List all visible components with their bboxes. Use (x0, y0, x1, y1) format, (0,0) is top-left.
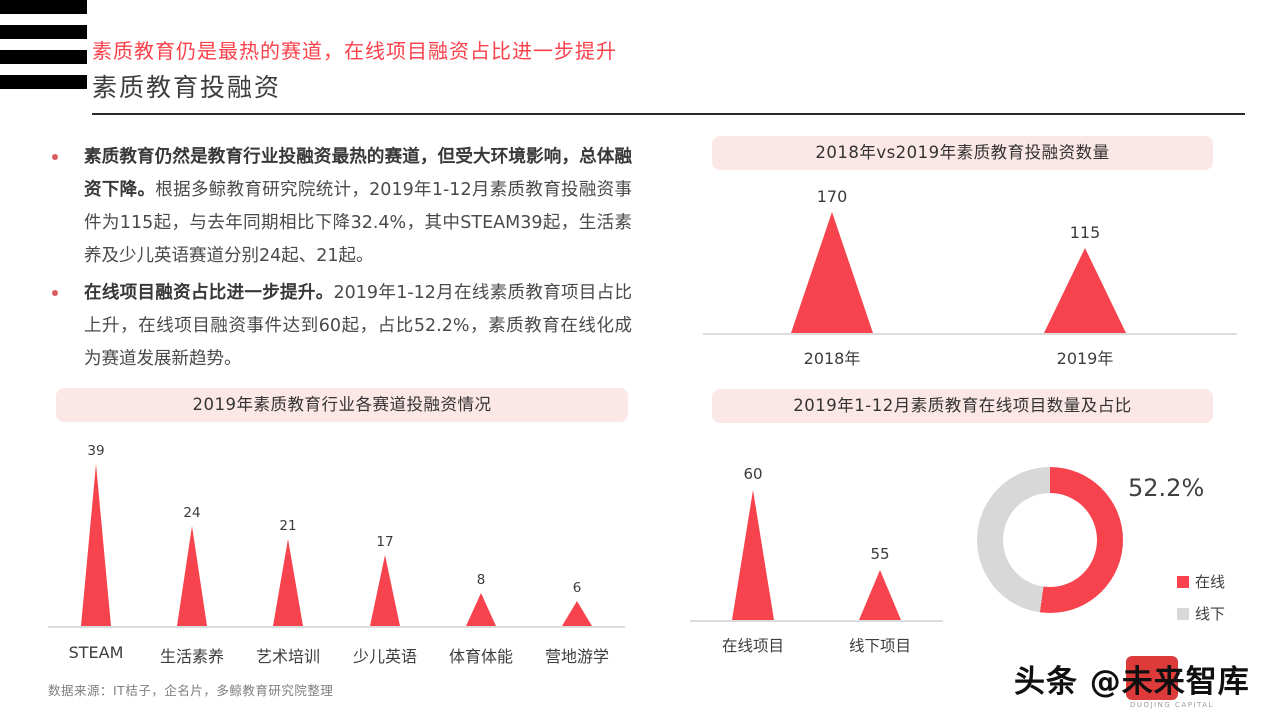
category-label: 生活素养 (159, 647, 225, 666)
legend-label: 线下 (1195, 605, 1226, 623)
triangle-bar (177, 526, 207, 626)
triangle-bar (732, 490, 774, 620)
online-share-donut-chart (977, 467, 1123, 613)
legend-item-offline: 线下 (1177, 603, 1225, 624)
title-divider (92, 113, 1245, 115)
value-label: 60 (743, 465, 763, 483)
watermark-text: 头条 @未来智库 (1014, 664, 1250, 700)
category-label: 少儿英语 (352, 647, 418, 666)
donut-annotation: 52.2% (1128, 474, 1205, 502)
value-label: 21 (279, 518, 297, 534)
category-label: 线下项目 (848, 637, 912, 655)
axis-baseline (690, 620, 943, 622)
logo-caption: DUOJING CAPITAL (1130, 701, 1214, 709)
legend-label: 在线 (1195, 573, 1226, 591)
chart-title-yoy: 2018年vs2019年素质教育投融资数量 (712, 136, 1213, 170)
bullet-item: 在线项目融资占比进一步提升。2019年1-12月在线素质教育项目占比上升，在线项… (48, 277, 632, 376)
yoy-triangle-chart: 170 2018年 115 2019年 (700, 170, 1240, 385)
triangle-bar (81, 464, 111, 626)
legend-item-online: 在线 (1177, 571, 1225, 592)
value-label: 39 (87, 443, 105, 459)
duojing-capital-logo (1126, 656, 1178, 700)
bullet-lead: 素质教育仍然是教育行业投融资最热的赛道，但受大环境影响，总体融资下降。 (84, 147, 632, 200)
tracks-triangle-chart: 39 STEAM 24 生活素养 21 艺术培训 17 少儿英语 8 体育体能 6 营地游学 (48, 430, 628, 670)
category-label: 在线项目 (721, 637, 785, 655)
triangle-bar (370, 555, 400, 626)
legend-swatch-offline (1177, 607, 1189, 620)
chart-title-online: 2019年1-12月素质教育在线项目数量及占比 (712, 389, 1213, 423)
category-label: 艺术培训 (255, 647, 321, 666)
slide-kicker: 素质教育仍是最热的赛道，在线项目融资占比进一步提升 (92, 39, 617, 63)
value-label: 115 (1069, 223, 1101, 242)
value-label: 24 (183, 505, 201, 521)
summary-bullets: 素质教育仍然是教育行业投融资最热的赛道，但受大环境影响，总体融资下降。根据多鲸教… (48, 141, 632, 380)
category-label: 体育体能 (448, 647, 514, 666)
report-logo (0, 0, 87, 100)
bullet-dot-icon (52, 290, 58, 296)
logo-bar (0, 0, 87, 14)
bullet-body: 根据多鲸教育研究院统计，2019年1-12月素质教育投融资事件为115起，与去年… (84, 180, 632, 266)
triangle-bar (859, 570, 901, 620)
category-label: 2018年 (803, 349, 861, 368)
category-label: 营地游学 (544, 647, 610, 666)
logo-bar (0, 75, 87, 89)
page-title: 素质教育投融资 (92, 73, 282, 102)
value-label: 8 (476, 572, 486, 588)
logo-bar (0, 50, 87, 64)
category-label: 2019年 (1056, 349, 1114, 368)
triangle-bar (273, 539, 303, 626)
bullet-body: 2019年1-12月在线素质教育项目占比上升，在线项目融资事件达到60起，占比5… (84, 283, 632, 369)
donut-legend: 在线 线下 (1177, 571, 1225, 635)
bullet-text: 在线项目融资占比进一步提升。2019年1-12月在线素质教育项目占比上升，在线项… (84, 277, 632, 376)
triangle-bar (466, 593, 496, 626)
bullet-lead: 在线项目融资占比进一步提升。 (84, 283, 334, 303)
value-label: 55 (870, 545, 890, 563)
logo-bar (0, 25, 87, 39)
triangle-bar (791, 212, 873, 333)
category-label: STEAM (68, 643, 124, 662)
legend-swatch-online (1177, 575, 1189, 588)
axis-baseline (703, 333, 1237, 335)
online-triangle-chart: 60 在线项目 55 线下项目 (690, 440, 950, 670)
watermark: DUOJING CAPITAL 头条 @未来智库 (1014, 654, 1280, 716)
axis-baseline (48, 626, 625, 628)
bullet-text: 素质教育仍然是教育行业投融资最热的赛道，但受大环境影响，总体融资下降。根据多鲸教… (84, 141, 632, 273)
donut-hole (1003, 493, 1097, 587)
bullet-item: 素质教育仍然是教育行业投融资最热的赛道，但受大环境影响，总体融资下降。根据多鲸教… (48, 141, 632, 273)
triangle-bar (562, 601, 592, 626)
triangle-bar (1044, 248, 1126, 333)
data-source-note: 数据来源：IT桔子，企名片，多鲸教育研究院整理 (48, 683, 334, 698)
value-label: 170 (816, 187, 848, 206)
chart-title-tracks: 2019年素质教育行业各赛道投融资情况 (56, 388, 628, 422)
value-label: 6 (572, 580, 582, 596)
bullet-dot-icon (52, 154, 58, 160)
value-label: 17 (376, 534, 394, 550)
